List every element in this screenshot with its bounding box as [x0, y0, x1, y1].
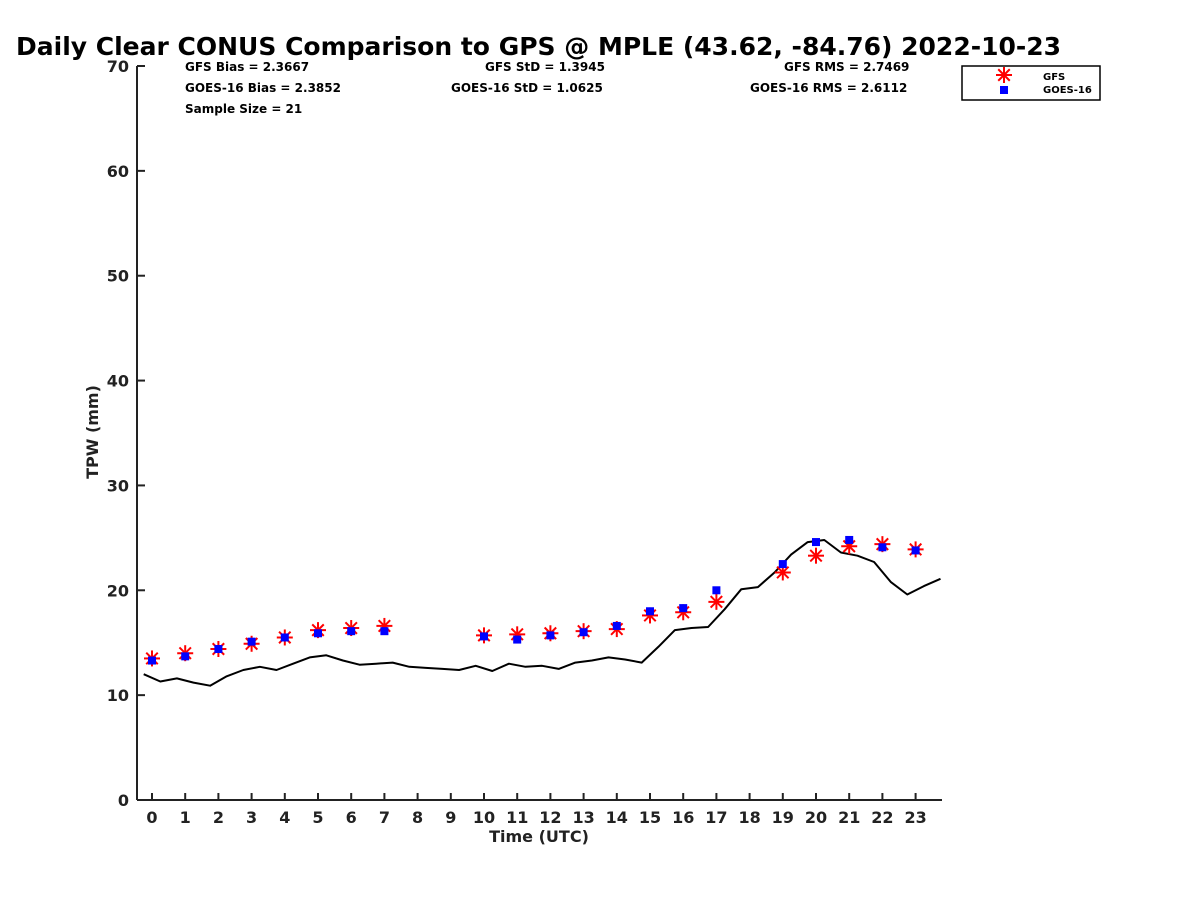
goes-point: [480, 632, 488, 641]
gfs-point: [708, 593, 725, 610]
x-tick-label: 15: [639, 808, 661, 827]
goes-point: [214, 645, 223, 654]
gfs-point: [808, 547, 824, 564]
x-tick-label: 4: [279, 808, 290, 827]
y-tick-label: 50: [107, 267, 129, 286]
goes-std-stat: GOES-16 StD = 1.0625: [451, 81, 603, 95]
goes-point: [247, 637, 256, 646]
goes-point: [380, 627, 389, 636]
y-axis-label-group: TPW (mm): [83, 385, 102, 479]
x-tick-label: 10: [473, 808, 495, 827]
x-tick-label: 7: [379, 808, 390, 827]
legend-goes-label: GOES-16: [1043, 85, 1092, 96]
x-tick-label: 3: [246, 808, 257, 827]
goes-point: [347, 627, 356, 636]
x-tick-label: 19: [772, 808, 794, 827]
x-tick-label: 8: [412, 808, 423, 827]
goes-point: [280, 633, 289, 642]
gfs-rms-stat: GFS RMS = 2.7469: [784, 60, 909, 74]
goes-point: [513, 635, 522, 644]
goes-point: [778, 560, 787, 569]
goes-markers-layer: [148, 535, 920, 665]
y-tick-label: 0: [118, 791, 129, 810]
gps-series-line: [143, 539, 941, 687]
x-tick-label: 2: [213, 808, 224, 827]
x-tick-label: 6: [346, 808, 357, 827]
legend-gfs-asterisk: [996, 67, 1012, 83]
goes-point: [911, 546, 920, 555]
gps-line-layer: [143, 539, 941, 687]
goes-point: [579, 628, 588, 637]
chart-title: Daily Clear CONUS Comparison to GPS @ MP…: [16, 32, 1061, 61]
axes-layer: [136, 66, 942, 801]
goes-bias-stat: GOES-16 Bias = 2.3852: [185, 81, 341, 95]
x-tick-label: 17: [705, 808, 727, 827]
goes-point: [646, 607, 654, 616]
y-axis-label: TPW (mm): [83, 385, 102, 479]
y-tick-label: 40: [107, 372, 129, 391]
legend: GFS GOES-16: [961, 65, 1101, 101]
x-tick-label: 0: [146, 808, 157, 827]
x-tick-label: 20: [805, 808, 827, 827]
goes-point: [546, 631, 555, 640]
x-tick-label: 11: [506, 808, 528, 827]
goes-point: [812, 538, 820, 547]
x-tick-label: 16: [672, 808, 694, 827]
x-tick-label: 1: [180, 808, 191, 827]
goes-point: [679, 604, 688, 613]
x-tick-label: 9: [445, 808, 456, 827]
x-tick-label: 13: [572, 808, 594, 827]
goes-rms-stat: GOES-16 RMS = 2.6112: [750, 81, 907, 95]
legend-box: [961, 65, 1101, 101]
x-tick-label: 12: [539, 808, 561, 827]
goes-point: [878, 543, 887, 552]
x-tick-label: 21: [838, 808, 860, 827]
x-tick-label: 23: [904, 808, 926, 827]
goes-point: [612, 621, 621, 630]
legend-goes-marker: [1000, 86, 1008, 94]
y-tick-label: 70: [107, 57, 129, 76]
goes-point: [148, 656, 156, 665]
x-tick-label: 14: [606, 808, 628, 827]
x-tick-label: 5: [312, 808, 323, 827]
x-tick-label: 22: [871, 808, 893, 827]
stats-block: GFS Bias = 2.3667 GOES-16 Bias = 2.3852 …: [185, 60, 909, 116]
y-tick-label: 20: [107, 581, 129, 600]
sample-size-stat: Sample Size = 21: [185, 102, 302, 116]
goes-point: [314, 629, 322, 638]
legend-gfs-label: GFS: [1043, 72, 1065, 83]
y-tick-label: 10: [107, 686, 129, 705]
gfs-markers-layer: [144, 536, 924, 667]
goes-point: [712, 586, 721, 595]
legend-gfs-marker: [996, 67, 1012, 83]
y-tick-label: 30: [107, 476, 129, 495]
goes-point: [181, 652, 190, 661]
y-tick-label: 60: [107, 162, 129, 181]
gfs-bias-stat: GFS Bias = 2.3667: [185, 60, 309, 74]
goes-point: [845, 535, 854, 544]
x-tick-label: 18: [738, 808, 760, 827]
gfs-std-stat: GFS StD = 1.3945: [485, 60, 605, 74]
x-axis-label: Time (UTC): [489, 827, 589, 846]
